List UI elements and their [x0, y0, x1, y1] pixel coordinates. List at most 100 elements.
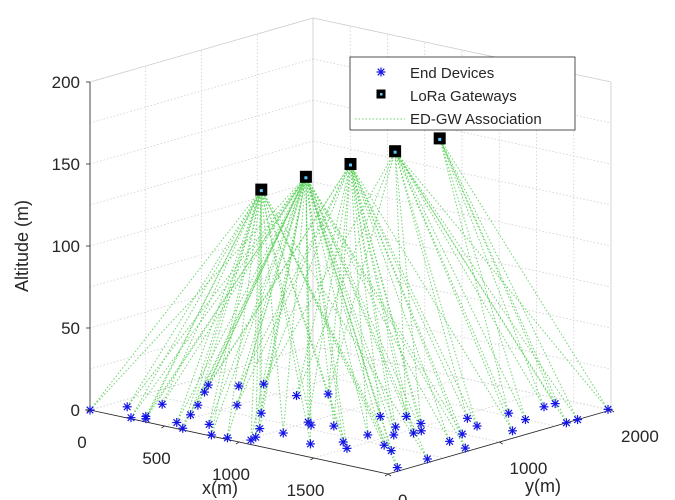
- wall-x-grid-h: [89, 181, 314, 247]
- association-line: [89, 189, 262, 411]
- wall-x-grid-h: [89, 263, 314, 329]
- end-device-marker: [234, 381, 244, 391]
- end-device-marker: [259, 379, 269, 389]
- association-line: [126, 189, 262, 408]
- association-line: [255, 189, 262, 438]
- z-tick-label: 100: [52, 237, 80, 256]
- association-line: [439, 138, 526, 420]
- x-axis-label: x(m): [202, 478, 238, 498]
- wall-x-grid-h: [89, 345, 314, 411]
- association-line: [295, 163, 351, 396]
- association-line: [305, 176, 309, 423]
- association-line: [350, 163, 422, 431]
- x-tick-mark: [384, 473, 389, 477]
- y-tick-label: 1000: [510, 459, 548, 478]
- end-device-marker: [462, 413, 472, 423]
- association-line: [238, 163, 351, 387]
- end-device-marker: [416, 426, 426, 436]
- association-line: [439, 138, 567, 424]
- y-tick-label: 2000: [621, 427, 659, 446]
- legend-association-label: ED-GW Association: [410, 111, 542, 128]
- wall-x-grid-h: [89, 304, 314, 370]
- association-line: [208, 176, 307, 425]
- association-line: [161, 176, 307, 405]
- end-device-marker: [408, 428, 418, 438]
- y-tick-label: 0: [398, 491, 407, 500]
- end-device-marker: [255, 424, 265, 434]
- end-device-marker: [550, 399, 560, 409]
- end-device-marker: [203, 380, 213, 390]
- association-line: [394, 150, 567, 424]
- association-line: [307, 163, 351, 423]
- end-device-marker: [338, 437, 348, 447]
- association-line: [350, 163, 407, 417]
- end-device-marker: [573, 415, 583, 425]
- end-device-marker: [379, 440, 389, 450]
- x-tick-label: 1000: [212, 465, 250, 484]
- end-device-marker: [186, 410, 195, 420]
- association-line: [305, 176, 344, 443]
- wall-x-grid-h: [89, 222, 314, 288]
- legend-gateway-marker: [376, 89, 386, 99]
- end-device-marker: [392, 463, 402, 473]
- end-device-marker: [204, 419, 214, 429]
- box-edge: [89, 17, 314, 83]
- association-line: [250, 176, 307, 441]
- x-tick-label: 2000: [361, 497, 399, 500]
- end-device-marker: [401, 411, 411, 421]
- x-tick-mark: [161, 425, 165, 429]
- end-device-marker: [391, 422, 401, 432]
- y-tick-mark: [610, 409, 615, 413]
- association-line: [126, 176, 307, 408]
- association-line: [260, 189, 398, 468]
- legend-box: [349, 56, 576, 131]
- end-device-marker: [457, 429, 467, 439]
- association-line: [89, 176, 307, 411]
- association-line: [259, 189, 262, 429]
- end-device-markers: [85, 379, 613, 473]
- end-device-marker: [193, 400, 203, 410]
- association-line: [305, 176, 385, 446]
- association-line: [439, 138, 545, 407]
- association-line: [350, 163, 513, 432]
- association-line: [238, 176, 307, 387]
- association-line: [394, 150, 556, 404]
- association-line: [210, 176, 307, 436]
- end-device-marker: [375, 411, 385, 421]
- gateway-marker: [389, 145, 402, 158]
- end-device-marker: [126, 413, 136, 423]
- end-device-marker: [291, 391, 301, 401]
- association-line: [145, 189, 262, 419]
- association-lines: [89, 138, 609, 468]
- x-tick-label: 500: [142, 449, 170, 468]
- end-device-marker: [520, 415, 530, 425]
- wall-x-grid-h: [89, 140, 314, 206]
- end-device-marker: [157, 399, 167, 409]
- association-line: [197, 176, 307, 406]
- association-line: [394, 150, 526, 420]
- end-device-marker: [504, 408, 514, 418]
- legend-end-devices-marker: [376, 67, 386, 77]
- association-line: [350, 163, 478, 427]
- association-line: [439, 138, 556, 404]
- association-line: [260, 189, 392, 451]
- end-device-marker: [422, 454, 432, 464]
- end-device-marker: [206, 430, 216, 440]
- legend-end-devices-label: End Devices: [410, 65, 494, 82]
- association-line: [350, 163, 414, 434]
- end-device-marker: [342, 443, 352, 453]
- association-line: [263, 150, 396, 385]
- end-device-marker: [305, 439, 315, 449]
- association-line: [394, 151, 422, 424]
- association-line: [260, 189, 311, 445]
- tick-labels: 0500100015002000010002000050100150200: [52, 73, 659, 500]
- y-tick-mark: [499, 441, 503, 445]
- association-line: [305, 176, 422, 432]
- association-line: [305, 176, 397, 428]
- gateway-marker: [255, 183, 268, 196]
- association-line: [439, 138, 609, 410]
- end-device-marker: [256, 408, 266, 418]
- association-line: [176, 189, 262, 423]
- association-line: [130, 176, 307, 418]
